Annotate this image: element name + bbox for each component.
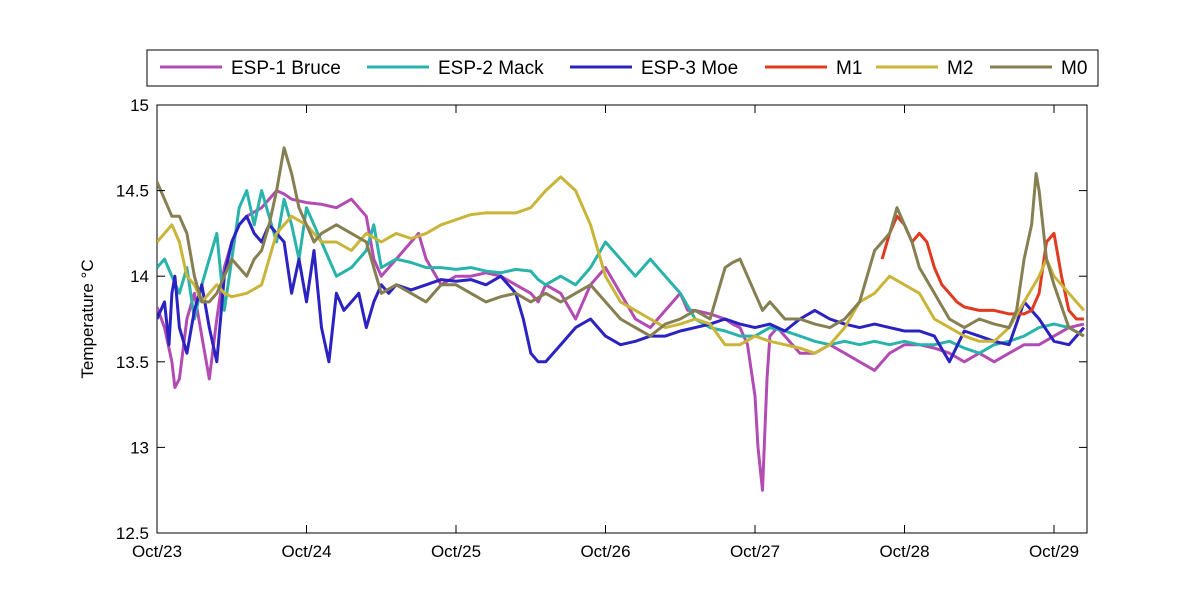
legend-label-m1: M1 [836, 58, 862, 79]
y-tick-label: 14.5 [116, 182, 149, 201]
series-line-esp-2-mack [157, 189, 1085, 355]
legend: ESP-1 Bruce ESP-2 Mack ESP-3 Moe M1 M2 M0 [146, 49, 1099, 87]
legend-label-esp-1-bruce: ESP-1 Bruce [231, 58, 341, 79]
series-line-m2 [157, 175, 1086, 355]
axes: Oct/23 Oct/24 Oct/25 Oct/26 Oct/27 Oct/28 Oct/… [116, 96, 1087, 561]
y-tick-label: 13 [130, 438, 149, 457]
y-axis-label: Temperature °C [78, 259, 97, 378]
series-lines [157, 146, 1086, 492]
x-tick-label: Oct/25 [431, 542, 481, 561]
legend-label-esp-3-moe: ESP-3 Moe [641, 58, 738, 79]
x-tick-label: Oct/28 [879, 542, 929, 561]
y-tick-label: 14 [130, 267, 149, 286]
y-tick-label: 15 [130, 96, 149, 115]
y-tick-label: 13.5 [116, 353, 149, 372]
x-tick-label: Oct/23 [132, 542, 182, 561]
series-line-esp-3-moe [157, 214, 1086, 364]
legend-label-m0: M0 [1061, 58, 1087, 79]
series-line-m0 [157, 146, 1085, 338]
x-tick-label: Oct/29 [1029, 542, 1079, 561]
legend-label-esp-2-mack: ESP-2 Mack [438, 58, 544, 79]
y-tick-label: 12.5 [116, 524, 149, 543]
x-tick-label: Oct/26 [580, 542, 630, 561]
x-tick-label: Oct/24 [281, 542, 331, 561]
x-tick-label: Oct/27 [730, 542, 780, 561]
legend-label-m2: M2 [947, 58, 973, 79]
